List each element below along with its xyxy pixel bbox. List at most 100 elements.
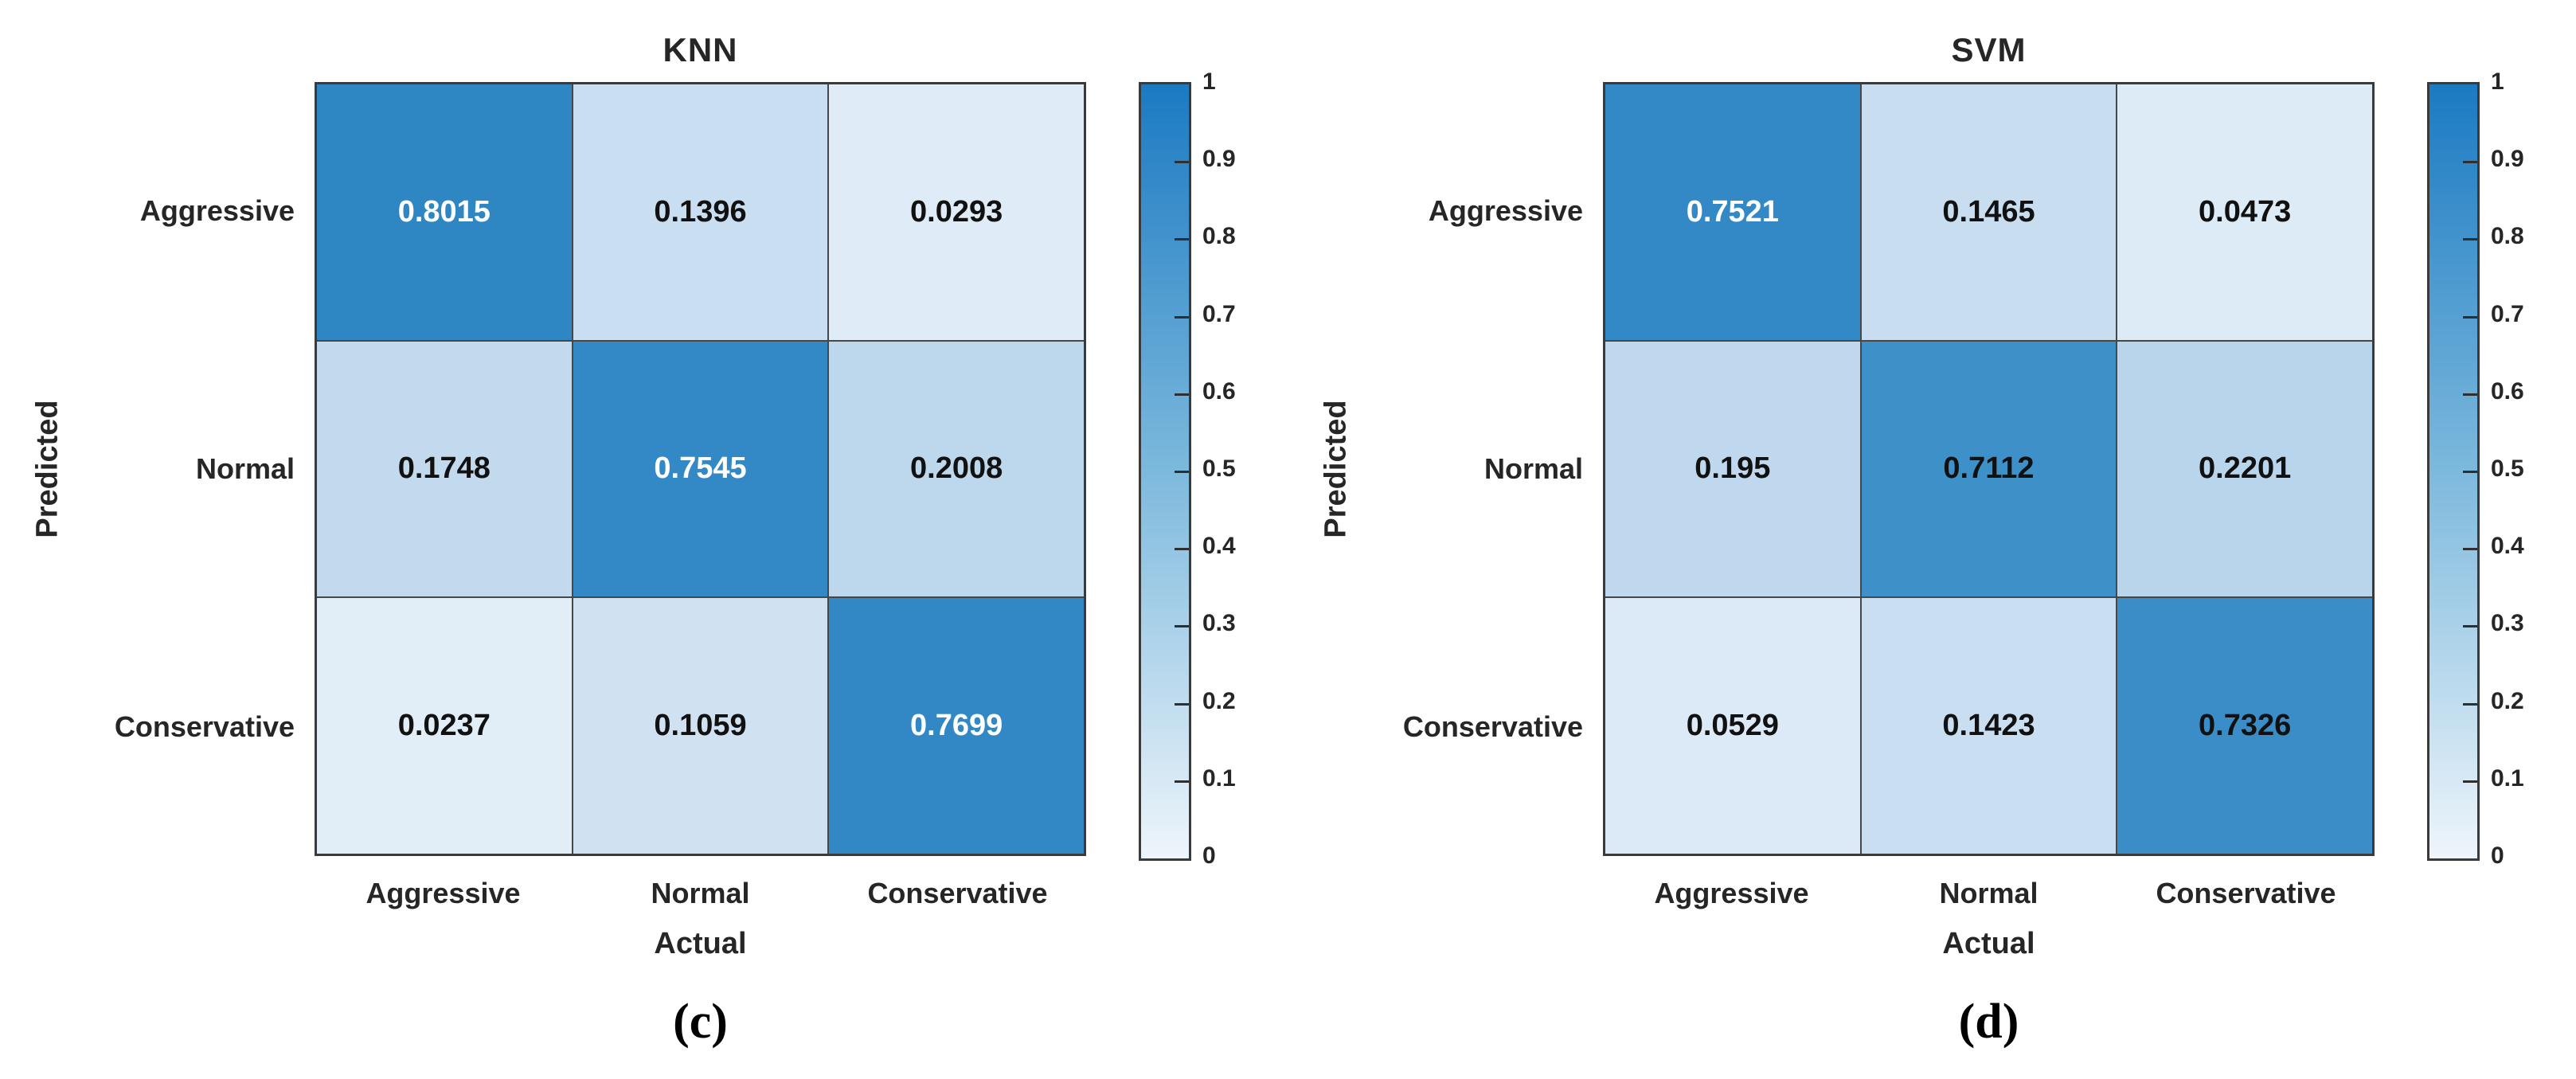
colorbar-tick-mark: [1175, 315, 1189, 319]
heatmap-cell: 0.7112: [1861, 341, 2117, 597]
colorbar: [1139, 82, 1191, 861]
heatmap-cell: 0.0293: [829, 84, 1084, 340]
panel-knn: KNN Predicted Aggressive Normal Conserva…: [31, 31, 1236, 1049]
colorbar-tick-label: 0.8: [2491, 223, 2524, 249]
panel-svm: SVM Predicted Aggressive Normal Conserva…: [1288, 0, 2576, 1079]
col-label: Normal: [1939, 877, 2039, 909]
cell-value: 0.0529: [1686, 709, 1779, 743]
col-label: Aggressive: [1654, 877, 1809, 909]
colorbar-tick-mark: [2463, 238, 2477, 241]
colorbar-tick-label: 0.4: [2491, 533, 2524, 559]
colorbar-tick-mark: [2463, 161, 2477, 164]
colorbar-tick-mark: [2463, 315, 2477, 319]
cell-value: 0.2201: [2199, 452, 2292, 486]
colorbar-tick-label: 0.8: [1202, 223, 1236, 249]
colorbar-tick-mark: [1175, 780, 1189, 783]
cell-value: 0.1396: [654, 194, 747, 229]
col-label: Normal: [651, 877, 750, 909]
col-label: Conservative: [2156, 877, 2336, 909]
chart-title: KNN: [663, 31, 738, 68]
row-label: Conservative: [1402, 710, 1583, 743]
heatmap-cell: 0.0237: [317, 598, 572, 854]
colorbar-tick-label: 0.7: [1202, 301, 1236, 327]
x-axis-label: Actual: [1942, 926, 2035, 960]
cell-value: 0.0293: [910, 194, 1003, 229]
colorbar-tick-label: 0.6: [2491, 378, 2524, 405]
row-label: Normal: [195, 452, 295, 485]
colorbar-tick-label: 0: [2491, 842, 2504, 869]
row-label: Aggressive: [139, 194, 295, 227]
cell-value: 0.7521: [1686, 194, 1779, 229]
colorbar-tick-mark: [1175, 238, 1189, 241]
colorbar-tick-label: 0.4: [1202, 533, 1236, 559]
colorbar-tick-mark: [1175, 161, 1189, 164]
row-label: Conservative: [114, 710, 295, 743]
cell-value: 0.8015: [397, 194, 491, 229]
cell-value: 0.7326: [2199, 709, 2292, 743]
heatmap-cell: 0.7545: [573, 341, 828, 597]
cell-value: 0.195: [1695, 452, 1771, 486]
colorbar-tick-label: 0.3: [1202, 610, 1236, 636]
cell-value: 0.7699: [910, 709, 1003, 743]
confusion-matrix: 0.8015 0.1396 0.0293 0.1748 0.7545 0.200…: [315, 82, 1086, 856]
colorbar-tick-mark: [2463, 702, 2477, 706]
colorbar-tick-mark: [1175, 393, 1189, 396]
colorbar: [2427, 82, 2480, 861]
colorbar-tick-label: 0.3: [2491, 610, 2524, 636]
heatmap-cell: 0.0529: [1605, 598, 1860, 854]
heatmap-cell: 0.2008: [829, 341, 1084, 597]
cell-value: 0.1423: [1942, 709, 2035, 743]
colorbar-tick-mark: [1175, 471, 1189, 473]
heatmap-cell: 0.0473: [2117, 84, 2372, 340]
cell-value: 0.1465: [1942, 194, 2035, 229]
heatmap-cell: 0.2201: [2117, 341, 2372, 597]
cell-value: 0.2008: [910, 452, 1003, 486]
colorbar-tick-label: 0: [1202, 842, 1216, 869]
heatmap-cell: 0.195: [1605, 341, 1860, 597]
cell-value: 0.7545: [654, 452, 747, 486]
colorbar-tick-mark: [1175, 548, 1189, 551]
cell-value: 0.1748: [397, 452, 491, 486]
colorbar-tick-label: 0.5: [1202, 455, 1236, 482]
heatmap-cell: 0.1423: [1861, 598, 2117, 854]
confusion-matrix: 0.7521 0.1465 0.0473 0.195 0.7112 0.2201…: [1603, 82, 2375, 856]
row-label: Normal: [1483, 452, 1583, 485]
colorbar-tick-label: 0.6: [1202, 378, 1236, 405]
col-label: Aggressive: [365, 877, 521, 909]
row-label: Aggressive: [1428, 194, 1583, 227]
colorbar-tick-label: 0.9: [1202, 146, 1236, 172]
heatmap-cell: 0.1059: [573, 598, 828, 854]
colorbar-tick-label: 1: [2491, 68, 2504, 95]
colorbar-tick-mark: [1175, 625, 1189, 628]
colorbar-tick-label: 0.2: [2491, 688, 2524, 714]
colorbar-tick-mark: [2463, 548, 2477, 551]
cell-value: 0.0237: [397, 709, 491, 743]
x-axis-label: Actual: [654, 926, 747, 960]
figure-caption: (d): [1958, 994, 2019, 1049]
colorbar-tick-label: 0.1: [1202, 765, 1236, 792]
colorbar-tick-label: 0.2: [1202, 688, 1236, 714]
colorbar-tick-mark: [2463, 393, 2477, 396]
heatmap-cell: 0.7699: [829, 598, 1084, 854]
heatmap-cell: 0.1748: [317, 341, 572, 597]
colorbar-tick-label: 0.7: [2491, 301, 2524, 327]
cell-value: 0.1059: [654, 709, 747, 743]
colorbar-tick-label: 0.5: [2491, 455, 2524, 482]
cell-value: 0.7112: [1943, 452, 2035, 486]
colorbar-tick-label: 0.9: [2491, 146, 2524, 172]
heatmap-cell: 0.7326: [2117, 598, 2372, 854]
figure-caption: (c): [673, 994, 728, 1049]
colorbar-tick-label: 0.1: [2491, 765, 2524, 792]
colorbar-tick-label: 1: [1202, 68, 1216, 95]
col-label: Conservative: [867, 877, 1048, 909]
heatmap-cell: 0.1465: [1861, 84, 2117, 340]
heatmap-cell: 0.1396: [573, 84, 828, 340]
colorbar-tick-mark: [2463, 780, 2477, 783]
heatmap-cell: 0.7521: [1605, 84, 1860, 340]
cell-value: 0.0473: [2199, 194, 2292, 229]
heatmap-cell: 0.8015: [317, 84, 572, 340]
colorbar-tick-mark: [2463, 471, 2477, 473]
colorbar-tick-mark: [2463, 625, 2477, 628]
colorbar-tick-mark: [1175, 702, 1189, 706]
chart-title: SVM: [1951, 31, 2027, 68]
